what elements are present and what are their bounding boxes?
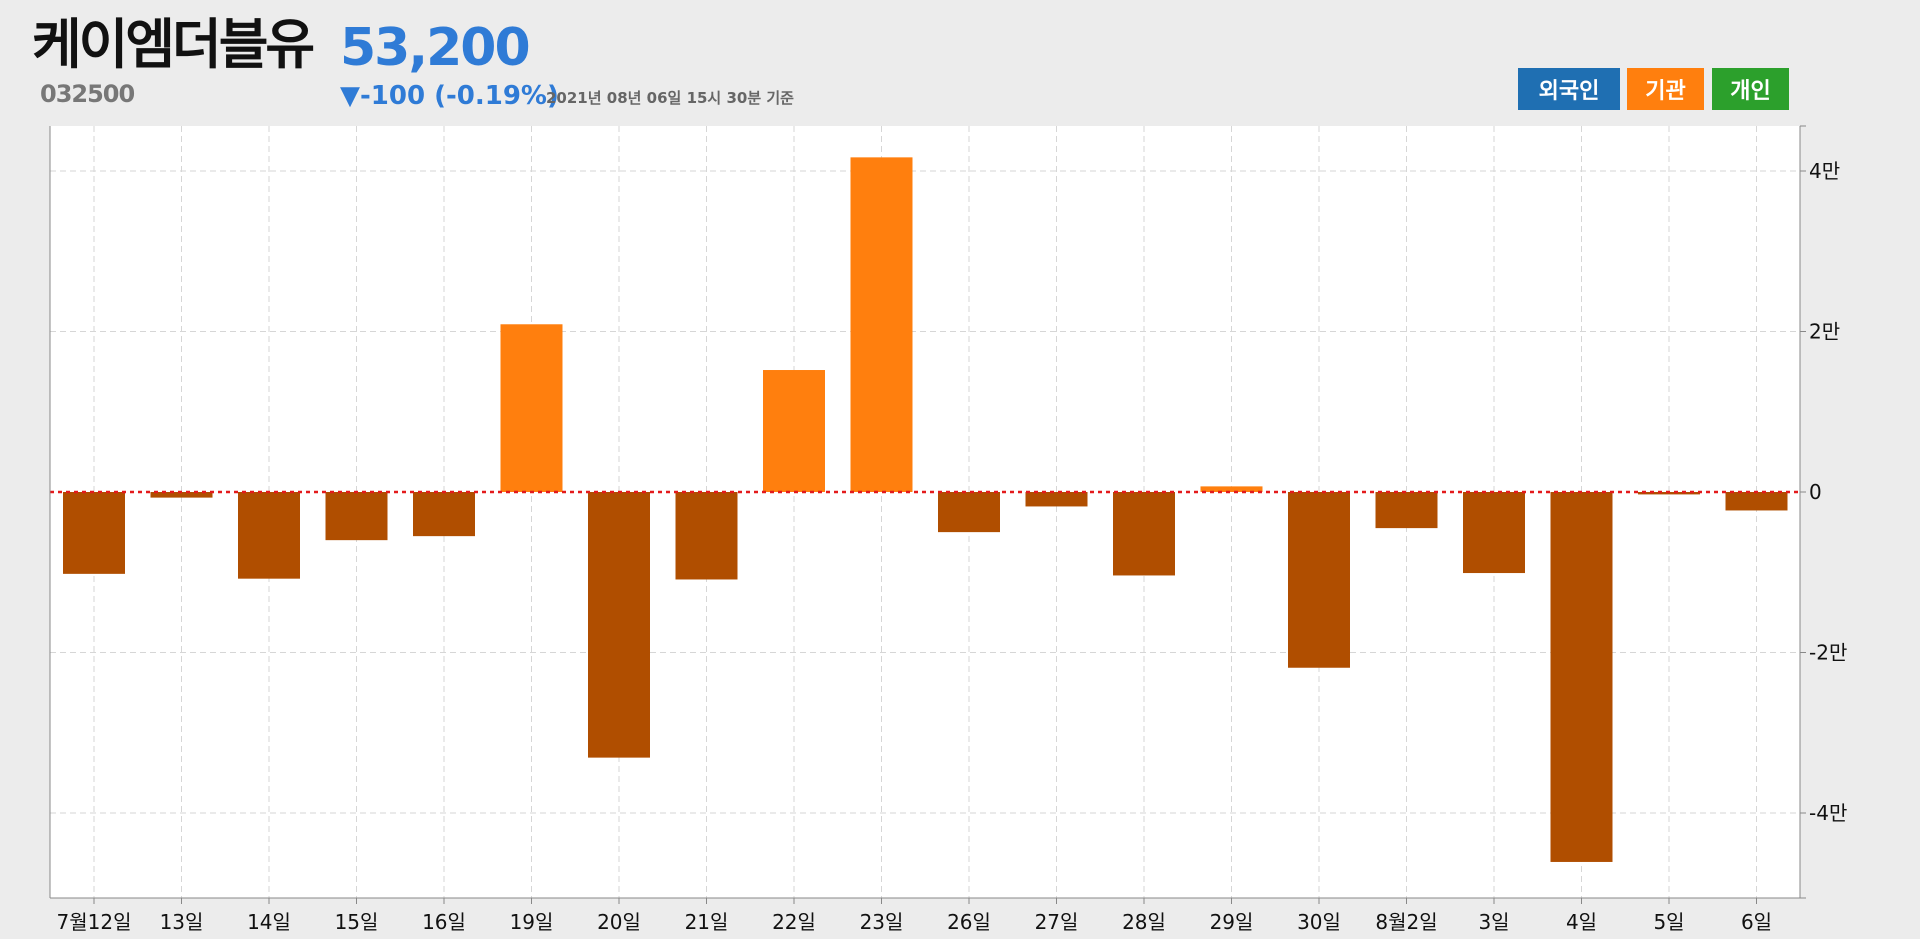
tab-institution[interactable]: 기관 — [1627, 68, 1704, 110]
x-tick-label: 14일 — [247, 910, 291, 934]
x-tick-label: 23일 — [860, 910, 904, 934]
y-tick-label: 4만 — [1809, 159, 1840, 183]
bar — [938, 492, 1000, 533]
x-tick-label: 15일 — [335, 910, 379, 934]
y-tick-label: 2만 — [1809, 320, 1840, 344]
bar — [1288, 492, 1350, 668]
bar — [1025, 492, 1088, 507]
bar — [1463, 492, 1525, 574]
tab-individual[interactable]: 개인 — [1712, 68, 1789, 110]
x-tick-label: 13일 — [160, 910, 204, 934]
bar — [1375, 492, 1438, 529]
bar — [1113, 492, 1175, 576]
y-tick-label: -4만 — [1809, 801, 1847, 825]
y-tick-label: -2만 — [1809, 641, 1847, 665]
x-tick-label: 21일 — [685, 910, 729, 934]
stock-code: 032500 — [40, 80, 135, 108]
x-tick-label: 22일 — [772, 910, 816, 934]
x-tick-label: 26일 — [947, 910, 991, 934]
bar — [325, 492, 388, 541]
x-tick-label: 20일 — [597, 910, 641, 934]
plot-area — [50, 126, 1800, 898]
bar — [675, 492, 738, 580]
y-tick-label: 0 — [1809, 480, 1822, 504]
x-tick-label: 3일 — [1478, 910, 1509, 934]
bar — [150, 492, 213, 498]
stock-name: 케이엠더블유 — [32, 13, 315, 76]
x-tick-label: 28일 — [1122, 910, 1166, 934]
price-change: ▼-100 (-0.19%) — [340, 81, 559, 111]
bar — [413, 492, 475, 537]
bar — [763, 370, 825, 492]
x-tick-label: 16일 — [422, 910, 466, 934]
timestamp: 2021년 08년 06일 15시 30분 기준 — [546, 89, 794, 107]
x-tick-label: 30일 — [1297, 910, 1341, 934]
x-tick-label: 4일 — [1566, 910, 1597, 934]
x-tick-label: 7월12일 — [57, 910, 132, 934]
tab-foreign[interactable]: 외국인 — [1518, 68, 1620, 110]
x-tick-label: 29일 — [1210, 910, 1254, 934]
bar — [850, 157, 913, 493]
x-tick-label: 5일 — [1653, 910, 1684, 934]
bar — [1200, 486, 1263, 492]
x-tick-label: 8월2일 — [1375, 910, 1437, 934]
x-tick-label: 27일 — [1035, 910, 1079, 934]
x-tick-label: 19일 — [510, 910, 554, 934]
bar — [588, 492, 650, 758]
bar — [1550, 492, 1613, 862]
x-tick-label: 6일 — [1741, 910, 1772, 934]
stock-price: 53,200 — [340, 18, 531, 78]
bar — [1725, 492, 1788, 511]
bar — [500, 324, 563, 492]
bar — [63, 492, 125, 574]
bar — [238, 492, 300, 579]
